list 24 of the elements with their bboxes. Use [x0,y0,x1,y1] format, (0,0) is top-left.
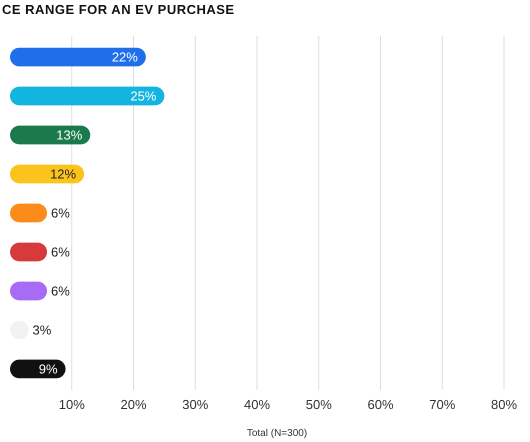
x-tick-label: 60% [367,397,394,412]
data-label: 6% [51,284,70,299]
data-label: 22% [112,50,138,65]
bar [10,204,48,222]
data-label: 25% [130,88,157,104]
x-tick-label: 20% [120,397,147,412]
x-tick-label: 50% [306,397,332,412]
x-tick-label: 30% [182,397,209,412]
x-axis-title: Total (N=300) [246,428,308,439]
data-label: 12% [50,166,77,182]
bar [10,48,146,66]
x-tick-label: 70% [429,397,456,412]
bar [10,282,48,300]
data-label: 6% [51,244,70,260]
data-label: 9% [38,361,58,376]
chart-title: CE RANGE FOR AN EV PURCHASE [2,2,235,17]
data-label: 3% [32,322,52,338]
bar [10,86,164,106]
bar [10,242,48,262]
x-tick-label: 40% [244,397,270,412]
x-tick-label: 80% [490,397,518,412]
x-tick-label: 10% [58,397,86,412]
data-label: 13% [56,128,83,143]
data-label: 6% [51,206,70,221]
